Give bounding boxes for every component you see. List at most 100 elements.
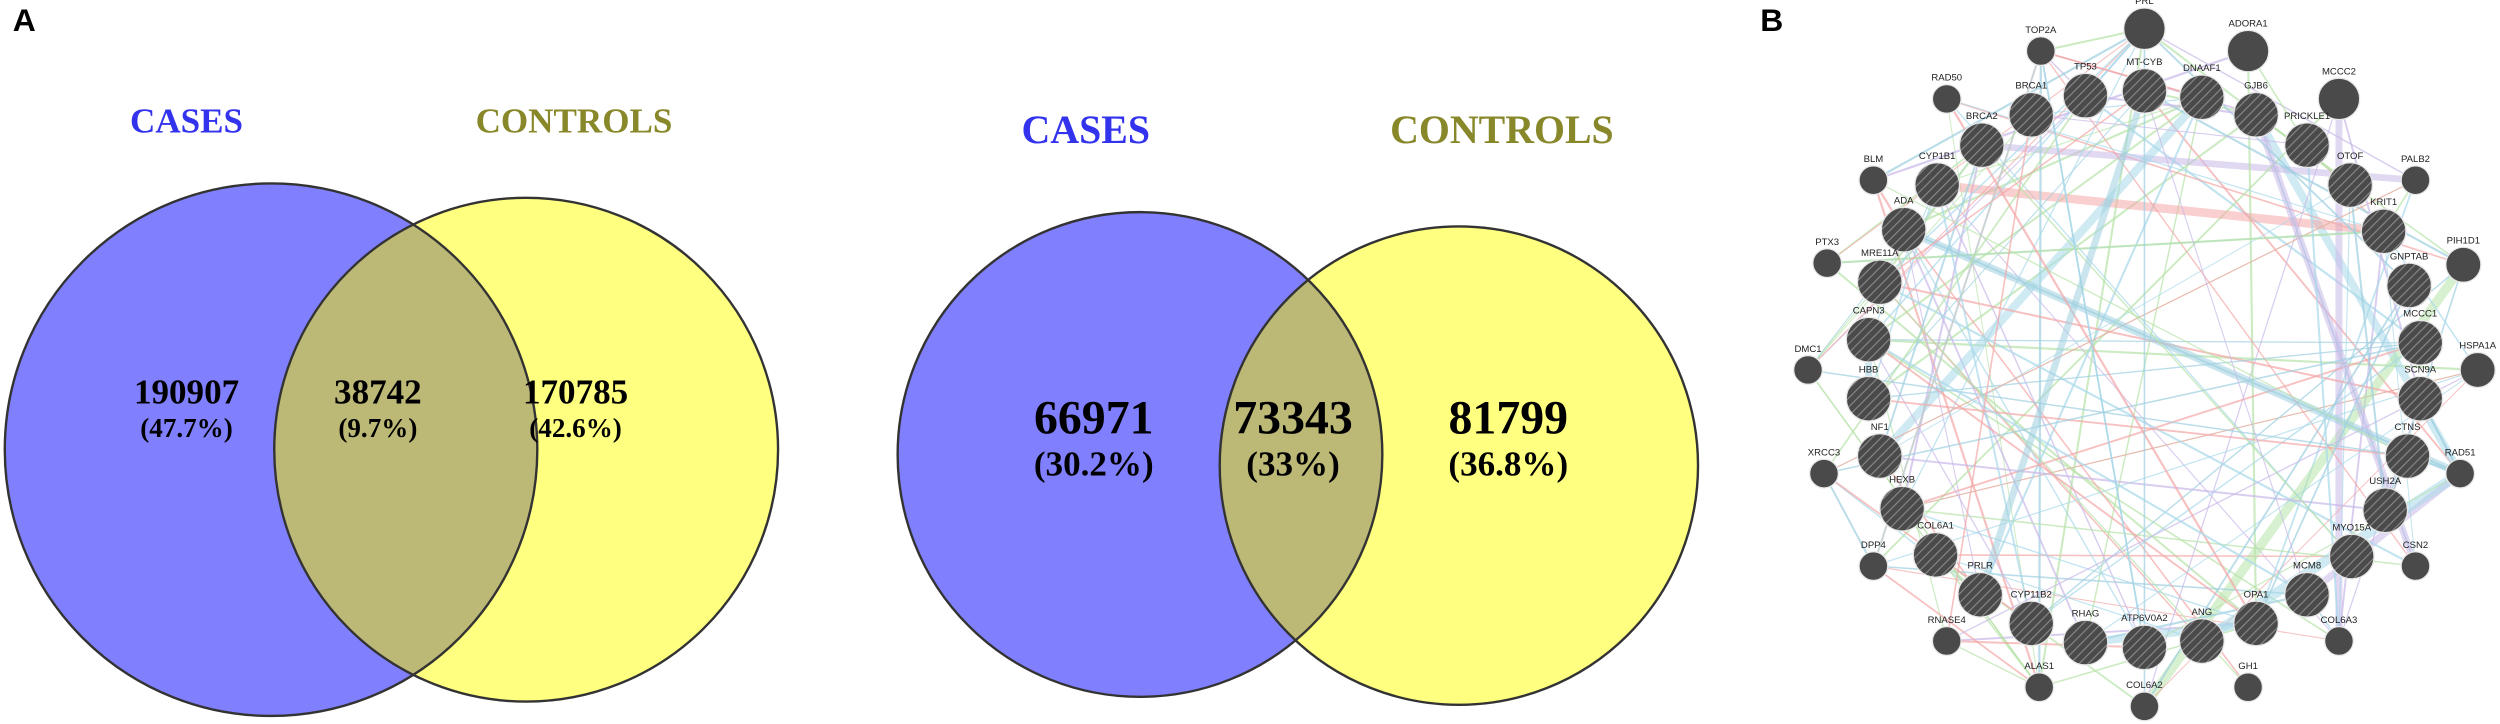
gene-label: ADA (1894, 195, 1914, 206)
gene-label: MCM8 (2293, 561, 2321, 572)
network: TOP2A RAD50 BLM PTX3 DMC1 XRCC3 DPP4 RNASE4 ALAS… (1793, 0, 2497, 722)
region-count: 73343 (1233, 392, 1353, 445)
gene-node (2178, 74, 2225, 121)
gene-label: MRE11A (1861, 248, 1899, 259)
gene-label: RAD50 (1931, 73, 1962, 84)
edge (2085, 94, 2257, 116)
set-outline (896, 210, 1384, 699)
region-count: 81799 (1449, 392, 1569, 445)
gene-label: PALB2 (2401, 154, 2430, 165)
gene-node (2323, 626, 2354, 657)
edge (1872, 565, 2040, 688)
gene-node (2233, 600, 2280, 647)
gene-node (2397, 319, 2444, 366)
edge (1935, 554, 2203, 642)
gene-label: RAD51 (2445, 447, 2476, 458)
venn-diagram: CASES CONTROLS 190907 (47.7%) 38742 (9.7… (3, 101, 780, 718)
overlap-region (1219, 226, 1383, 697)
edge (1876, 94, 2205, 459)
gene-node (1812, 248, 1843, 279)
gene-label: CYP1B1 (1919, 151, 1956, 162)
gene-node (1880, 206, 1927, 253)
gene-node (2062, 619, 2109, 666)
gene-node (2121, 67, 2168, 114)
region-percent: (9.7%) (338, 413, 417, 443)
region-count: 190907 (134, 373, 239, 412)
edge (2031, 96, 2202, 116)
gene-node (2129, 691, 2160, 722)
edge (1823, 473, 1875, 567)
edge (1976, 89, 2148, 596)
gene-label: HEXB (1889, 475, 1915, 486)
set-label: CONTROLS (1390, 107, 1614, 152)
edge (1873, 50, 2249, 182)
edge (1936, 184, 2340, 642)
gene-label: MCCC2 (2322, 66, 2356, 77)
gene-label: BRCA2 (1966, 111, 1998, 122)
gene-label: TOP2A (2025, 25, 2057, 36)
edge (1872, 98, 2340, 567)
gene-node (2397, 375, 2444, 422)
gene-label: MT-CYB (2126, 57, 2162, 68)
edge (2031, 114, 2308, 146)
edge (1807, 369, 2408, 457)
edge (1901, 144, 1983, 509)
gene-node (2226, 29, 2270, 73)
gene-label: PIH1D1 (2447, 235, 2480, 246)
panel-label: B (1760, 2, 1783, 38)
gene-label: CTNS (2395, 422, 2421, 433)
gene-node (1858, 165, 1889, 196)
edge (1902, 226, 2462, 478)
gene-node (2024, 672, 2055, 703)
gene-label: NF1 (1871, 422, 1889, 433)
gene-label: PRL (2135, 0, 2154, 7)
gene-label: DMC1 (1795, 344, 1822, 355)
edge (1868, 397, 2408, 457)
gene-label: ADORA1 (2228, 19, 2267, 30)
gene-node (1957, 571, 2004, 618)
gene-node (1858, 551, 1889, 582)
gene-label: MCCC1 (2403, 309, 2437, 320)
gene-node (1856, 433, 1903, 480)
edge (1868, 338, 2308, 596)
gene-label: OTOF (2337, 151, 2364, 162)
edge (1937, 96, 2203, 186)
gene-node (1914, 162, 1961, 208)
gene-node (2123, 7, 2166, 51)
gene-node (1845, 375, 1892, 422)
edge (1903, 229, 2249, 688)
edge (2040, 50, 2146, 648)
region-percent: (42.6%) (529, 413, 622, 443)
gene-node (2233, 91, 2280, 138)
edge (1826, 262, 2257, 625)
gene-label: MYO15A (2332, 522, 2371, 533)
gene-node (2121, 624, 2168, 671)
set-outline (273, 196, 780, 703)
gene-node (2362, 487, 2409, 534)
gene-label: DPP4 (1861, 540, 1887, 551)
edge (2382, 230, 2479, 371)
gene-label: BLM (1864, 154, 1884, 165)
edge (1872, 50, 2042, 567)
gene-node (2384, 433, 2431, 480)
gene-node (1879, 485, 1926, 532)
gene-label: PRICKLE1 (2284, 111, 2330, 122)
edge (1979, 96, 2203, 596)
gene-node (2445, 458, 2476, 489)
gene-node (2062, 72, 2109, 119)
gene-label: ANG (2191, 607, 2212, 618)
region-percent: (30.2%) (1034, 444, 1154, 483)
gene-label: HBB (1859, 365, 1879, 376)
edge (2247, 51, 2258, 624)
gene-label: PTX3 (1815, 237, 1839, 248)
edge (2144, 28, 2416, 181)
edge (2144, 473, 2461, 648)
gene-label: COL6A2 (2126, 680, 2163, 691)
edge (1878, 144, 1983, 457)
gene-label: RHAG (2072, 608, 2100, 619)
edge (1901, 369, 2478, 510)
gene-label: CSN2 (2403, 540, 2428, 551)
gene-label: RNASE4 (1928, 615, 1967, 626)
gene-node (2233, 672, 2264, 703)
gene-node (1793, 354, 1824, 385)
